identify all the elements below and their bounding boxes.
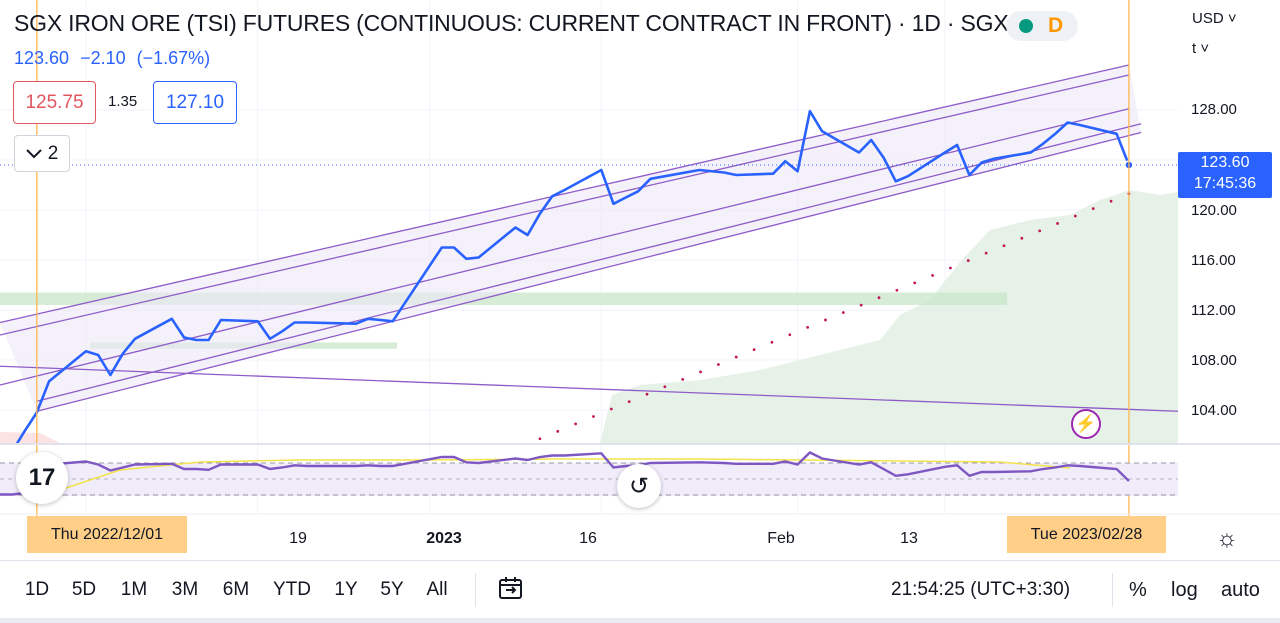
projection-dot: [1056, 222, 1059, 225]
red-cloud-fragment: [0, 432, 60, 443]
toolbar-divider: [1112, 573, 1113, 607]
range-5y-button[interactable]: 5Y: [380, 579, 404, 600]
toolbar-divider: [475, 573, 476, 607]
spread-value: 1.35: [108, 93, 138, 110]
price-label: 108.00: [1191, 352, 1237, 369]
projection-dot: [1091, 207, 1095, 210]
projection-dot: [1073, 214, 1077, 218]
time-tick-year: 2023: [426, 530, 462, 547]
bar-countdown: 17:45:36: [1193, 175, 1257, 192]
unit-selector[interactable]: t ˅: [1192, 40, 1210, 57]
timezone-clock[interactable]: 21:54:25 (UTC+3:30): [891, 579, 1071, 600]
market-open-icon: [1019, 19, 1033, 33]
delayed-badge: D: [1048, 14, 1064, 37]
channel-line: [0, 64, 1130, 324]
projection-dot: [931, 274, 934, 277]
long-trend-line: [0, 365, 1178, 412]
projection-dot: [574, 422, 578, 426]
projection-dot: [1002, 244, 1006, 248]
range-all-button[interactable]: All: [426, 579, 448, 600]
chevron-down-icon: [25, 148, 42, 158]
ichimoku-cloud: [600, 190, 1178, 443]
projection-dot: [556, 429, 560, 433]
quote-line: 123.60 −2.10 (−1.67%): [14, 48, 216, 69]
range-5d-button[interactable]: 5D: [71, 579, 97, 600]
indicator-count: 2: [47, 142, 59, 164]
last-price: 123.60: [14, 48, 70, 68]
percent-scale-button[interactable]: %: [1129, 579, 1147, 601]
projection-dot: [841, 311, 845, 314]
rsi-line: [0, 451, 1130, 496]
projection-dot: [877, 296, 881, 300]
cursor-date-right: Tue 2023/02/28: [1007, 516, 1166, 553]
range-1d-button[interactable]: 1D: [24, 579, 50, 600]
price-label: 120.00: [1191, 202, 1237, 219]
range-1m-button[interactable]: 1M: [120, 579, 148, 600]
price-change: −2.10: [80, 48, 126, 68]
reset-icon[interactable]: ↺: [617, 464, 661, 508]
buy-button[interactable]: 127.10: [153, 81, 237, 124]
projection-dot: [538, 437, 542, 441]
chart-title: SGX IRON ORE (TSI) FUTURES (CONTINUOUS: …: [14, 10, 1009, 36]
price-label: 128.00: [1191, 101, 1237, 118]
indicator-toggle[interactable]: 2: [14, 135, 70, 172]
range-3m-button[interactable]: 3M: [171, 579, 199, 600]
projection-dot: [984, 251, 988, 255]
range-ytd-button[interactable]: YTD: [273, 579, 311, 600]
projection-dot: [627, 400, 631, 404]
tradingview-logo[interactable]: 17: [16, 452, 68, 504]
projection-dot: [717, 363, 720, 366]
bottom-toolbar: 1D 5D 1M 3M 6M YTD 1Y 5Y All 21:54:25 (U…: [0, 560, 1280, 619]
projection-dot: [770, 340, 774, 344]
auto-scale-button[interactable]: auto: [1221, 579, 1260, 601]
projection-dot: [609, 407, 613, 411]
price-label: 116.00: [1191, 252, 1236, 269]
projection-dot: [699, 370, 702, 374]
price-label: 112.00: [1191, 302, 1236, 319]
price-label: 104.00: [1191, 402, 1237, 419]
projection-dot: [1038, 229, 1042, 233]
last-price-tag: 123.60 17:45:36: [1178, 152, 1272, 198]
market-status[interactable]: D: [1006, 11, 1078, 41]
time-tick: Feb: [767, 530, 795, 547]
time-tick: 16: [579, 530, 597, 547]
last-price-value: 123.60: [1200, 154, 1250, 171]
projection-dot: [1020, 236, 1024, 240]
channel-line: [36, 123, 1142, 402]
projection-dot: [592, 415, 595, 418]
projection-dot: [788, 333, 792, 337]
lightning-icon[interactable]: ⚡: [1071, 409, 1101, 439]
price-series-line: [15, 109, 1131, 443]
channel-line: [36, 131, 1142, 412]
projection-dot: [966, 259, 970, 262]
calendar-icon[interactable]: [498, 575, 524, 607]
projection-dot: [681, 377, 685, 381]
projection-dot: [645, 392, 649, 396]
channel-line: [0, 74, 1130, 336]
projection-dot: [895, 288, 899, 292]
time-tick: 19: [289, 530, 307, 547]
projection-dot: [949, 266, 952, 270]
time-tick: 13: [900, 530, 918, 547]
projection-dot: [1109, 199, 1113, 203]
gear-icon[interactable]: ☼: [1216, 525, 1238, 552]
price-change-percent: (−1.67%): [136, 48, 211, 68]
projection-dots: [538, 192, 1131, 441]
projection-dot: [734, 355, 738, 359]
currency-selector[interactable]: USD ˅: [1192, 10, 1237, 27]
bottom-strip: [0, 618, 1280, 623]
projection-dot: [913, 281, 917, 285]
projection-dot: [806, 325, 810, 329]
projection-dot: [663, 385, 667, 389]
projection-dot: [824, 318, 827, 322]
sell-button[interactable]: 125.75: [13, 81, 96, 124]
projection-dot: [752, 348, 756, 352]
range-1y-button[interactable]: 1Y: [334, 579, 358, 600]
range-6m-button[interactable]: 6M: [222, 579, 250, 600]
projection-dot: [859, 303, 863, 307]
log-scale-button[interactable]: log: [1171, 579, 1198, 601]
cursor-date-left: Thu 2022/12/01: [27, 516, 187, 553]
